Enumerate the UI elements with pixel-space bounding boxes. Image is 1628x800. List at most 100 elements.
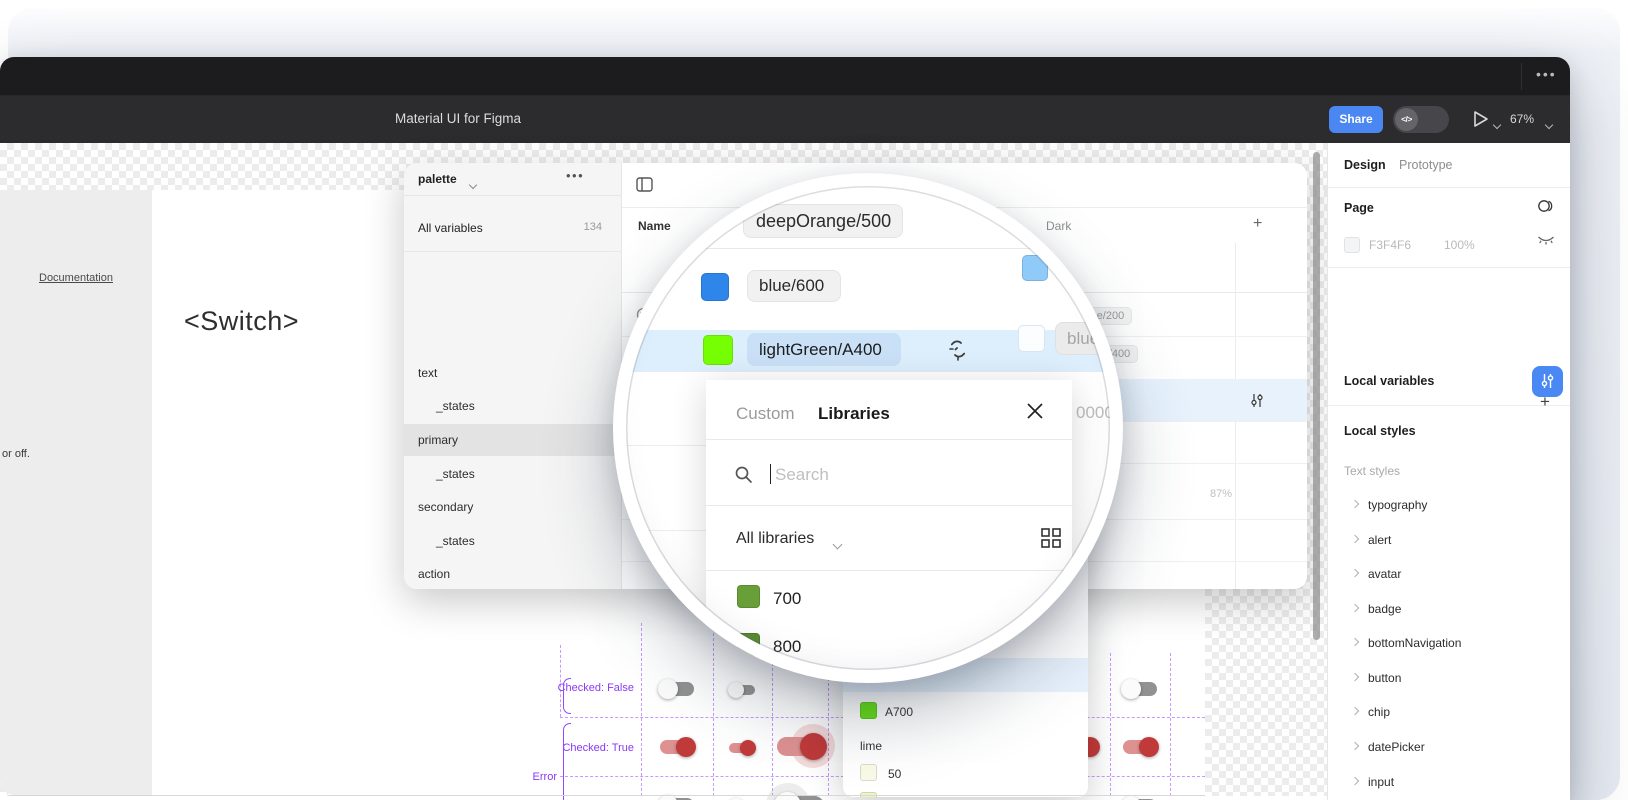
eye-closed-icon[interactable]: [1537, 235, 1555, 247]
page-opacity-value[interactable]: 100%: [1444, 238, 1475, 252]
window-menu-icon[interactable]: •••: [1536, 66, 1557, 82]
magnified-chip[interactable]: lightGreen/A400: [747, 333, 901, 366]
divider: [706, 439, 1072, 440]
row-settings-icon[interactable]: [1250, 393, 1264, 408]
share-button[interactable]: Share: [1329, 106, 1383, 133]
color-swatch-greenA700: [860, 702, 877, 719]
group-item-action[interactable]: action: [418, 567, 451, 581]
present-chevron-icon[interactable]: [1492, 115, 1502, 133]
zoom-chevron-icon[interactable]: [1544, 115, 1554, 133]
collection-menu-icon[interactable]: •••: [566, 168, 585, 183]
magnified-chip[interactable]: blue/50: [1055, 322, 1123, 355]
column-header-name: Name: [638, 219, 671, 233]
switch-unchecked[interactable]: [728, 798, 755, 800]
vertical-scrollbar[interactable]: [1313, 152, 1320, 640]
style-item-badge[interactable]: badge: [1328, 600, 1570, 622]
style-item-input[interactable]: input: [1328, 773, 1570, 795]
page-color-value[interactable]: F3F4F6: [1369, 238, 1412, 252]
file-title[interactable]: Material UI for Figma: [394, 111, 522, 126]
style-item-button[interactable]: button: [1328, 669, 1570, 691]
detach-variable-icon[interactable]: [945, 336, 971, 362]
switch-unchecked[interactable]: [658, 795, 694, 800]
error-group-label: Error: [532, 771, 557, 783]
tab-custom[interactable]: Custom: [736, 404, 795, 423]
style-item-typography[interactable]: typography: [1328, 496, 1570, 518]
tab-prototype[interactable]: Prototype: [1399, 158, 1453, 172]
figma-window: ••• Material UI for Figma Share </> 67% …: [0, 57, 1570, 800]
variant-grid-line: [1170, 653, 1171, 796]
group-item-primary[interactable]: primary: [404, 424, 622, 456]
switch-unchecked[interactable]: [766, 783, 824, 800]
all-variables-item[interactable]: All variables: [418, 221, 483, 235]
group-item-text[interactable]: text: [418, 366, 438, 380]
add-column-button[interactable]: +: [1253, 215, 1263, 232]
switch-error-checked[interactable]: [660, 737, 696, 757]
switch-unchecked[interactable]: [1121, 796, 1157, 800]
magnified-row-divider: [613, 530, 706, 531]
color-group-label: lime: [860, 739, 883, 753]
column-header-dark: Dark: [1046, 219, 1072, 233]
filter-chevron-icon[interactable]: [832, 535, 843, 553]
color-swatch-blue600: [701, 273, 729, 301]
style-item-datePicker[interactable]: datePicker: [1328, 738, 1570, 760]
page-color-swatch[interactable]: [1344, 237, 1360, 253]
present-button[interactable]: [1472, 108, 1490, 130]
magnified-chip[interactable]: blue/600: [747, 270, 841, 302]
style-item-bottomNavigation[interactable]: bottomNavigation: [1328, 634, 1570, 656]
page-section-label: Page: [1344, 201, 1374, 215]
variant-label: Checked: False: [557, 682, 634, 694]
documentation-panel: Documentation or off.: [0, 190, 152, 795]
color-row-label[interactable]: A700: [885, 705, 914, 719]
color-swatch-green700: [737, 585, 760, 608]
switch-error-checked[interactable]: [777, 724, 835, 768]
right-sidebar: Design Prototype Page F3F4F6 100% Local …: [1327, 143, 1570, 800]
switch-error-checked[interactable]: [729, 740, 756, 756]
text-styles-label: Text styles: [1344, 464, 1401, 478]
group-item-states[interactable]: _states: [436, 467, 475, 481]
color-row-label[interactable]: 50: [888, 767, 902, 781]
style-item-alert[interactable]: alert: [1328, 531, 1570, 553]
style-item-chip[interactable]: chip: [1328, 703, 1570, 725]
color-swatch-lime100: [860, 792, 877, 797]
add-style-button[interactable]: +: [1540, 392, 1550, 411]
page-styles-icon[interactable]: [1537, 198, 1557, 214]
close-icon[interactable]: [1026, 402, 1044, 420]
tab-libraries[interactable]: Libraries: [818, 404, 890, 423]
collection-name[interactable]: palette: [418, 172, 457, 186]
local-variables-label: Local variables: [1344, 374, 1435, 388]
empty-swatch: [1018, 325, 1045, 352]
grid-view-icon[interactable]: [1041, 528, 1061, 548]
variables-count: 134: [583, 221, 602, 233]
switch-error-checked[interactable]: [1123, 737, 1159, 757]
search-icon: [734, 465, 753, 484]
search-input[interactable]: Search: [775, 465, 829, 484]
local-variables-button[interactable]: [1532, 366, 1563, 397]
text-cursor: [770, 464, 771, 484]
toggle-sidebar-icon[interactable]: [636, 177, 653, 192]
group-item-secondary[interactable]: secondary: [418, 500, 474, 514]
zoom-level[interactable]: 67%: [1510, 112, 1535, 126]
color-swatch-lightGreenA400: [703, 335, 733, 365]
collection-chevron-icon[interactable]: [468, 175, 478, 193]
magnified-color-row[interactable]: 800: [773, 637, 802, 656]
variant-grid-line: [641, 623, 642, 796]
style-item-avatar[interactable]: avatar: [1328, 565, 1570, 587]
variant-label: Checked: True: [562, 742, 634, 754]
divider: [706, 505, 1072, 506]
variant-grid-line: [772, 623, 773, 796]
tab-design[interactable]: Design: [1344, 158, 1386, 172]
library-filter-dropdown[interactable]: All libraries: [736, 530, 815, 547]
variant-grid-line: [560, 645, 561, 717]
switch-unchecked[interactable]: [658, 679, 694, 699]
switch-unchecked[interactable]: [1121, 679, 1157, 699]
magnified-row-divider: [613, 445, 706, 446]
documentation-link[interactable]: Documentation: [39, 272, 113, 284]
dev-mode-toggle[interactable]: </>: [1393, 106, 1449, 133]
switch-unchecked[interactable]: [728, 682, 755, 698]
magnified-partial-value: 0000: [1076, 403, 1114, 422]
doc-partial-text: or off.: [2, 448, 30, 460]
magnified-chip[interactable]: deepOrange/500: [743, 204, 903, 238]
group-item-states[interactable]: _states: [436, 534, 475, 548]
group-item-states[interactable]: _states: [436, 399, 475, 413]
magnified-color-row[interactable]: 700: [773, 589, 802, 608]
